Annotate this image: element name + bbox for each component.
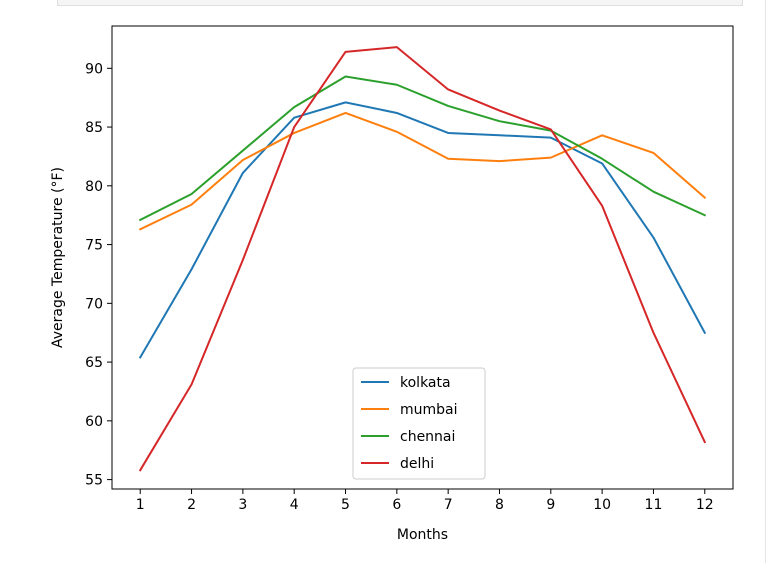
x-tick-label: 1: [136, 497, 145, 513]
y-axis-ticks: 55 60 65 70 75 80 85 90: [85, 61, 112, 489]
x-axis-ticks: 1 2 3 4 5 6 7 8 9 10 11 12: [136, 489, 714, 513]
x-tick-label: 2: [187, 497, 196, 513]
legend-label-kolkata: kolkata: [400, 375, 451, 391]
legend-box: [352, 367, 486, 480]
legend-label-delhi: delhi: [400, 456, 434, 472]
x-tick-label: 10: [593, 497, 611, 513]
series-lines: [138, 46, 707, 472]
x-axis-label: Months: [397, 527, 448, 543]
x-tick-label: 11: [645, 497, 663, 513]
y-tick-label: 80: [85, 179, 103, 195]
x-tick-label: 9: [546, 497, 555, 513]
legend: kolkata mumbai chennai delhi: [352, 367, 486, 480]
y-tick-label: 65: [85, 355, 103, 371]
legend-label-mumbai: mumbai: [400, 402, 458, 418]
y-tick-label: 70: [85, 296, 103, 312]
x-tick-label: 3: [238, 497, 247, 513]
x-tick-label: 4: [290, 497, 299, 513]
y-axis-label: Average Temperature (°F): [50, 167, 66, 348]
y-tick-label: 55: [85, 473, 103, 489]
x-tick-label: 12: [696, 497, 714, 513]
x-tick-label: 8: [495, 497, 504, 513]
axes-frame: [111, 25, 734, 490]
series-line-delhi: [138, 46, 707, 472]
legend-label-chennai: chennai: [400, 429, 455, 445]
series-line-mumbai: [138, 111, 707, 231]
y-tick-label: 75: [85, 238, 103, 254]
y-tick-label: 90: [85, 61, 103, 77]
y-tick-label: 60: [85, 414, 103, 430]
series-line-chennai: [138, 75, 707, 222]
x-tick-label: 7: [444, 497, 453, 513]
x-tick-label: 5: [341, 497, 350, 513]
y-tick-label: 85: [85, 120, 103, 136]
x-tick-label: 6: [392, 497, 401, 513]
series-line-kolkata: [138, 101, 707, 359]
cell-top-bar: [57, 0, 743, 6]
scroll-edge: [765, 0, 778, 563]
